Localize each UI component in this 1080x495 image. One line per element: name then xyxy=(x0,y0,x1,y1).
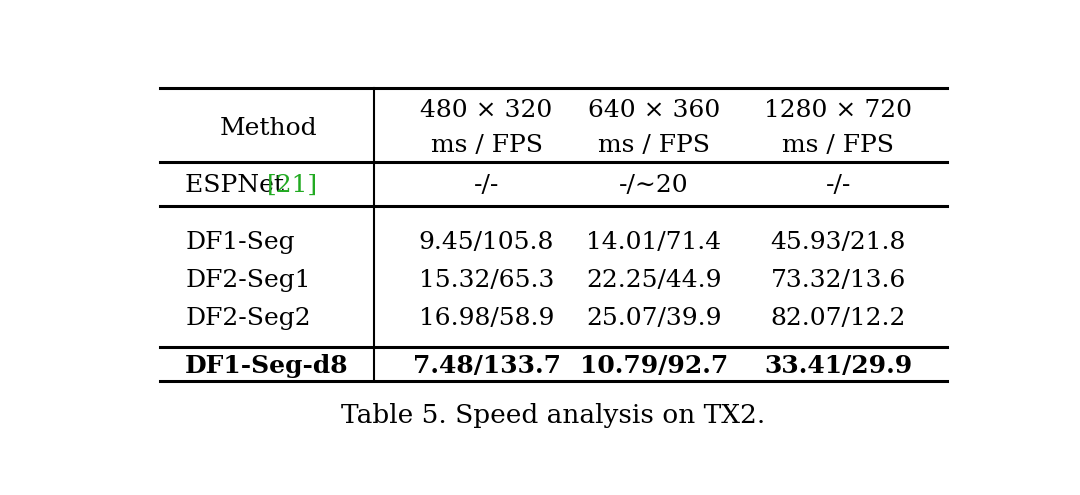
Text: DF1-Seg: DF1-Seg xyxy=(186,231,295,254)
Text: 15.32/65.3: 15.32/65.3 xyxy=(419,269,554,292)
Text: Table 5. Speed analysis on TX2.: Table 5. Speed analysis on TX2. xyxy=(341,403,766,428)
Text: 25.07/39.9: 25.07/39.9 xyxy=(586,307,721,330)
Text: 22.25/44.9: 22.25/44.9 xyxy=(586,269,721,292)
Text: 7.48/133.7: 7.48/133.7 xyxy=(413,354,561,378)
Text: 45.93/21.8: 45.93/21.8 xyxy=(770,231,906,254)
Text: -/-: -/- xyxy=(825,174,851,197)
Text: DF2-Seg1: DF2-Seg1 xyxy=(186,269,311,292)
Text: -/-: -/- xyxy=(474,174,499,197)
Text: DF2-Seg2: DF2-Seg2 xyxy=(186,307,311,330)
Text: 82.07/12.2: 82.07/12.2 xyxy=(770,307,906,330)
Text: 73.32/13.6: 73.32/13.6 xyxy=(770,269,906,292)
Text: 1280 × 720: 1280 × 720 xyxy=(764,99,913,122)
Text: ms / FPS: ms / FPS xyxy=(431,134,542,156)
Text: 10.79/92.7: 10.79/92.7 xyxy=(580,354,728,378)
Text: 480 × 320: 480 × 320 xyxy=(420,99,553,122)
Text: 14.01/71.4: 14.01/71.4 xyxy=(586,231,721,254)
Text: ESPNet: ESPNet xyxy=(186,174,289,197)
Text: 640 × 360: 640 × 360 xyxy=(588,99,720,122)
Text: [21]: [21] xyxy=(267,174,319,197)
Text: 9.45/105.8: 9.45/105.8 xyxy=(419,231,554,254)
Text: 33.41/29.9: 33.41/29.9 xyxy=(764,354,913,378)
Text: -/∼20: -/∼20 xyxy=(619,174,689,197)
Text: 16.98/58.9: 16.98/58.9 xyxy=(419,307,554,330)
Text: ms / FPS: ms / FPS xyxy=(782,134,894,156)
Text: ms / FPS: ms / FPS xyxy=(598,134,710,156)
Text: Method: Method xyxy=(220,116,318,140)
Text: DF1-Seg-d8: DF1-Seg-d8 xyxy=(186,354,349,378)
